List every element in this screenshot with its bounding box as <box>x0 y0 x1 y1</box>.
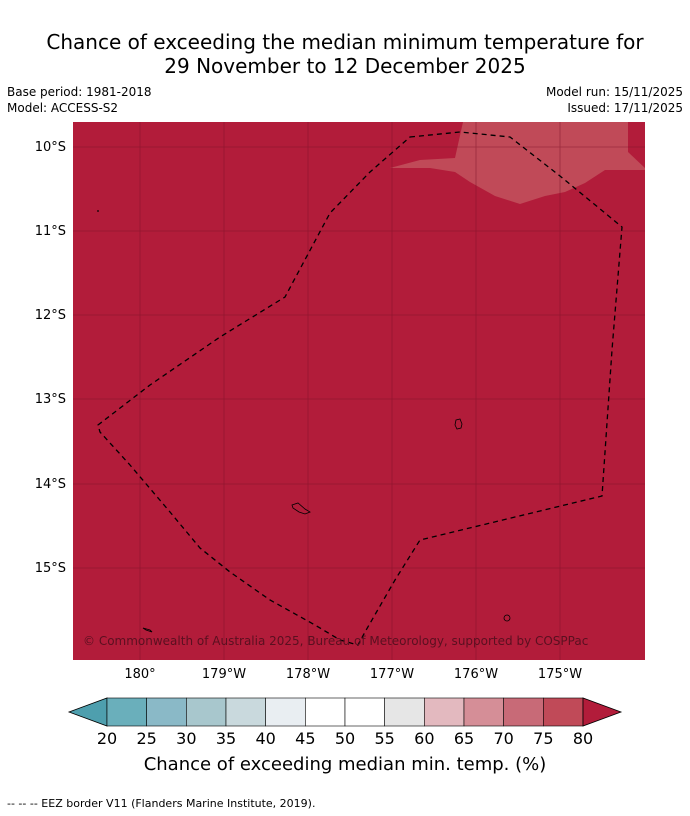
lat-label: 13°S <box>35 392 66 407</box>
colorbar-tick-label: 20 <box>97 729 117 748</box>
colorbar-tick-label: 30 <box>176 729 196 748</box>
colorbar-segment <box>265 697 306 727</box>
colorbar-tick-label: 50 <box>335 729 355 748</box>
colorbar-segment <box>305 697 346 727</box>
footnote: -- -- -- EEZ border V11 (Flanders Marine… <box>7 797 316 810</box>
colorbar-segment <box>463 697 504 727</box>
colorbar-title: Chance of exceeding median min. temp. (%… <box>144 754 547 775</box>
colorbar-tick-label: 70 <box>493 729 513 748</box>
colorbar-arrow-low <box>67 697 108 727</box>
lat-label: 10°S <box>35 140 66 155</box>
colorbar-segment <box>186 697 227 727</box>
base-period-text: Base period: 1981-2018 <box>7 85 152 99</box>
lon-label: 180° <box>124 667 155 682</box>
colorbar-segment <box>503 697 544 727</box>
island-5 <box>97 210 99 212</box>
model-text: Model: ACCESS-S2 <box>7 101 119 115</box>
lon-label: 177°W <box>370 667 414 682</box>
colorbar-segment <box>106 697 147 727</box>
island-4 <box>142 627 153 633</box>
title-line-1: Chance of exceeding the median minimum t… <box>46 30 644 54</box>
copyright-text: © Commonwealth of Australia 2025, Bureau… <box>83 634 588 648</box>
map-panel: © Commonwealth of Australia 2025, Bureau… <box>73 122 645 660</box>
colorbar-tick-label: 40 <box>255 729 275 748</box>
colorbar-tick-label: 55 <box>374 729 394 748</box>
lon-label: 175°W <box>538 667 582 682</box>
colorbar-tick-label: 35 <box>216 729 236 748</box>
lat-axis: 10°S 11°S 12°S 13°S 14°S 15°S <box>35 140 66 576</box>
colorbar-segment <box>543 697 584 727</box>
lon-label: 176°W <box>454 667 498 682</box>
colorbar-segment <box>225 697 266 727</box>
colorbar-tick-label: 45 <box>295 729 315 748</box>
lat-label: 14°S <box>35 477 66 492</box>
lat-label: 12°S <box>35 308 66 323</box>
lat-label: 15°S <box>35 561 66 576</box>
colorbar-tick-label: 60 <box>414 729 434 748</box>
meta-left: Base period: 1981-2018 Model: ACCESS-S2 <box>7 84 152 116</box>
lon-axis: 180° 179°W 178°W 177°W 176°W 175°W <box>124 667 582 682</box>
colorbar-segment <box>344 697 385 727</box>
model-run-text: Model run: 15/11/2025 <box>545 85 683 99</box>
colorbar-tick-label: 25 <box>136 729 156 748</box>
issued-text: Issued: 17/11/2025 <box>567 101 683 115</box>
title-line-2: 29 November to 12 December 2025 <box>164 54 526 78</box>
island-2 <box>291 502 311 515</box>
lon-label: 179°W <box>202 667 246 682</box>
lat-label: 11°S <box>35 224 66 239</box>
map-region-75-80 <box>390 122 645 204</box>
map-gridlines <box>73 122 645 660</box>
colorbar-segment <box>146 697 187 727</box>
colorbar-tick-label: 80 <box>573 729 593 748</box>
lon-label: 178°W <box>286 667 330 682</box>
colorbar-segment <box>384 697 425 727</box>
colorbar-arrow-high <box>582 697 623 727</box>
colorbar-tick-label: 75 <box>533 729 553 748</box>
map-background-80plus <box>73 122 645 660</box>
colorbar-tick-label: 65 <box>454 729 474 748</box>
chart-title: Chance of exceeding the median minimum t… <box>0 30 690 78</box>
meta-right: Model run: 15/11/2025 Issued: 17/11/2025 <box>546 84 683 116</box>
island-3 <box>503 614 511 622</box>
colorbar-segment <box>424 697 465 727</box>
eez-border <box>97 131 623 646</box>
colorbar: 20 25 30 35 40 45 50 55 60 65 70 75 80 <box>67 697 623 748</box>
island-1 <box>454 418 463 430</box>
